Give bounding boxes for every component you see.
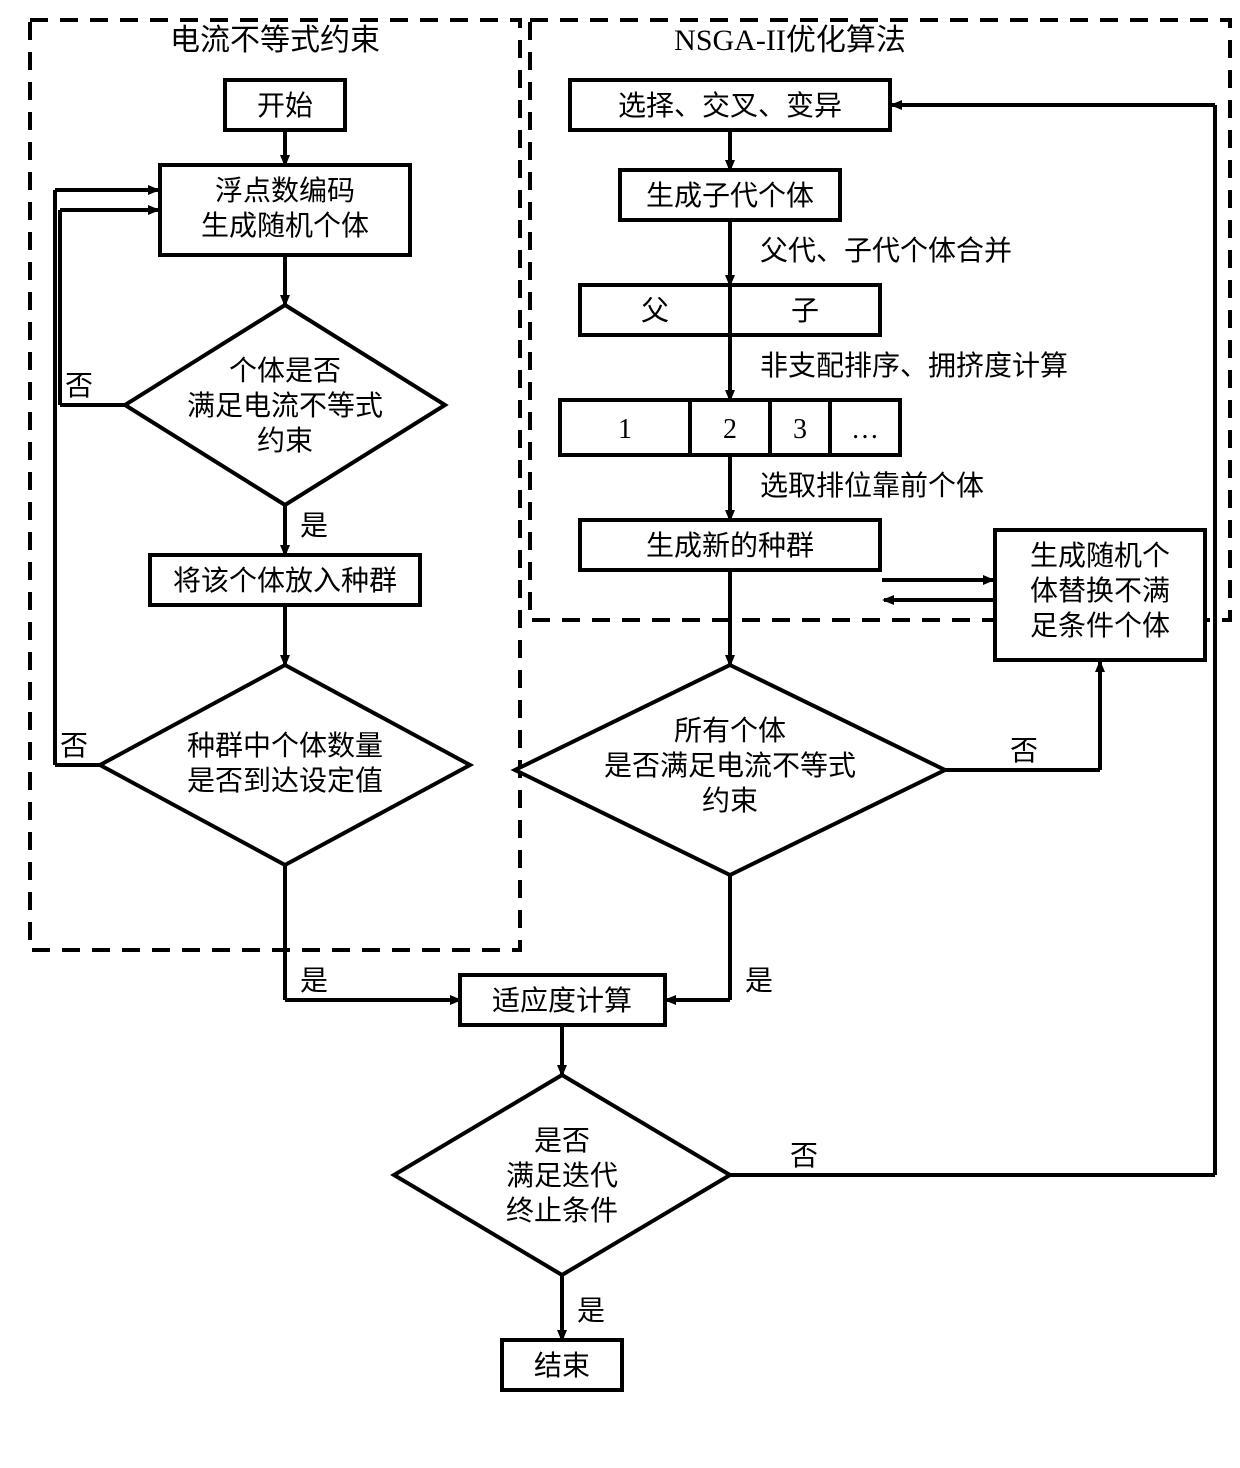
svg-text:非支配排序、拥挤度计算: 非支配排序、拥挤度计算	[760, 350, 1068, 382]
svg-text:满足迭代: 满足迭代	[506, 1160, 618, 1192]
svg-text:生成新的种群: 生成新的种群	[646, 530, 814, 562]
flowchart-diagram: 电流不等式约束 NSGA-II优化算法 开始 浮点数编码 生成随机个体 个体是否…	[0, 0, 1240, 1468]
svg-text:父: 父	[641, 296, 669, 327]
svg-text:否: 否	[65, 371, 93, 402]
svg-text:所有个体: 所有个体	[674, 715, 786, 747]
left-title: 电流不等式约束	[170, 24, 380, 57]
svg-text:子: 子	[791, 296, 819, 327]
svg-text:3: 3	[793, 414, 807, 445]
svg-text:选取排位靠前个体: 选取排位靠前个体	[760, 470, 984, 502]
svg-text:是: 是	[745, 966, 773, 997]
right-title: NSGA-II优化算法	[674, 24, 906, 57]
svg-text:否: 否	[790, 1141, 818, 1172]
svg-text:是否满足电流不等式: 是否满足电流不等式	[604, 750, 856, 782]
svg-text:生成子代个体: 生成子代个体	[646, 180, 814, 212]
svg-text:种群中个体数量: 种群中个体数量	[187, 730, 383, 762]
start-label: 开始	[257, 90, 313, 122]
svg-text:个体是否: 个体是否	[229, 355, 341, 387]
svg-text:选择、交叉、变异: 选择、交叉、变异	[618, 90, 842, 122]
pop-count-check-node	[100, 665, 470, 865]
svg-text:否: 否	[1010, 736, 1038, 767]
svg-text:体替换不满: 体替换不满	[1030, 575, 1170, 607]
svg-text:父代、子代个体合并: 父代、子代个体合并	[760, 235, 1012, 267]
svg-text:是: 是	[577, 1296, 605, 1327]
svg-text:是否: 是否	[534, 1126, 590, 1157]
svg-text:结束: 结束	[534, 1350, 590, 1382]
svg-text:1: 1	[618, 414, 632, 445]
svg-text:2: 2	[723, 414, 737, 445]
svg-text:足条件个体: 足条件个体	[1030, 610, 1170, 642]
svg-text:约束: 约束	[702, 785, 758, 817]
svg-text:浮点数编码: 浮点数编码	[215, 175, 355, 207]
svg-text:生成随机个体: 生成随机个体	[201, 210, 369, 242]
svg-text:否: 否	[60, 731, 88, 762]
svg-text:是否到达设定值: 是否到达设定值	[187, 765, 383, 797]
svg-text:将该个体放入种群: 将该个体放入种群	[173, 565, 397, 597]
svg-text:…: …	[851, 414, 879, 445]
svg-text:生成随机个: 生成随机个	[1030, 540, 1170, 572]
svg-text:终止条件: 终止条件	[506, 1195, 618, 1227]
svg-text:满足电流不等式: 满足电流不等式	[187, 390, 383, 422]
svg-text:约束: 约束	[257, 425, 313, 457]
svg-text:是: 是	[300, 511, 328, 542]
svg-text:适应度计算: 适应度计算	[492, 985, 632, 1017]
svg-text:是: 是	[300, 966, 328, 997]
